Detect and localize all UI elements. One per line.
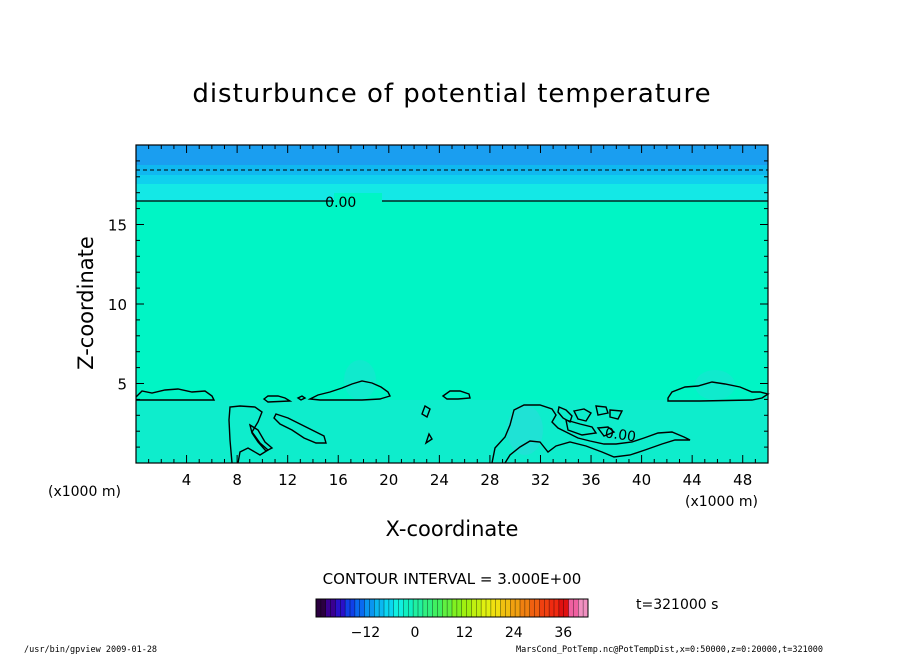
contour-line <box>273 413 327 444</box>
field-band-3 <box>136 175 768 184</box>
y-tick-label: 5 <box>117 376 127 394</box>
contour-interval-label: CONTOUR INTERVAL = 3.000E+00 <box>323 570 582 588</box>
x-tick-label: 48 <box>733 471 752 489</box>
contour-line <box>491 404 691 464</box>
x-tick-label: 28 <box>480 471 499 489</box>
contour-group <box>135 380 770 464</box>
x-tick-label: 32 <box>531 471 550 489</box>
y-axis-title: Z-coordinate <box>74 236 98 370</box>
contour-line <box>296 395 307 401</box>
x-tick-label: 4 <box>182 471 192 489</box>
colorbar-tick-label: 36 <box>554 625 572 641</box>
x-tick-label: 36 <box>581 471 600 489</box>
field-patch <box>507 405 543 455</box>
field-band-4 <box>136 184 768 201</box>
footer-right: MarsCond_PotTemp.nc@PotTempDist,x=0:5000… <box>516 645 823 654</box>
colorbar-tick-label: 24 <box>505 625 523 641</box>
x-unit-left: (x1000 m) <box>48 484 121 500</box>
contour-line <box>441 390 471 400</box>
contour-line <box>228 405 270 464</box>
field-patch <box>344 360 376 400</box>
contour-line <box>424 432 433 445</box>
contour-line <box>557 406 573 424</box>
colorbar-tick-label: 0 <box>410 625 419 641</box>
x-tick-label: 12 <box>278 471 297 489</box>
x-tick-label: 16 <box>329 471 348 489</box>
contour-line <box>667 381 770 402</box>
contour-label: 0.00 <box>325 195 356 211</box>
plot-area: 0.00 0.00 <box>135 144 770 464</box>
colorbar <box>315 598 589 618</box>
plot-frame <box>135 144 769 464</box>
field-band-top <box>136 145 768 165</box>
y-tick-label: 15 <box>108 217 127 235</box>
x-unit-right: (x1000 m) <box>685 494 758 510</box>
colorbar-ticks: −12 0 12 24 36 <box>351 625 573 641</box>
contour-line <box>596 426 616 437</box>
x-tick-label: 44 <box>683 471 702 489</box>
x-tick-label: 8 <box>232 471 242 489</box>
colorbar-tick-label: −12 <box>351 625 381 641</box>
x-tick-labels: 4 8 12 16 20 24 28 32 36 40 44 48 <box>182 471 752 489</box>
contour-line <box>609 409 624 420</box>
tick-marks <box>136 145 768 463</box>
contour-line <box>572 408 592 422</box>
footer-left: /usr/bin/gpview 2009-01-28 <box>24 645 157 654</box>
contour-line <box>135 388 216 401</box>
chart-title: disturbunce of potential temperature <box>192 79 711 109</box>
contour-line <box>565 419 598 436</box>
field-lower <box>136 400 768 463</box>
x-tick-label: 40 <box>632 471 651 489</box>
contour-line <box>595 405 609 416</box>
x-axis-title: X-coordinate <box>386 517 519 541</box>
contour-line <box>248 423 274 452</box>
y-tick-label: 10 <box>108 296 127 314</box>
colorbar-tick-label: 12 <box>455 625 473 641</box>
x-tick-label: 24 <box>430 471 449 489</box>
contour-label-bg <box>334 193 382 209</box>
colorbar-frame <box>315 598 589 618</box>
contour-label: 0.00 <box>604 425 637 445</box>
time-label: t=321000 s <box>636 597 718 613</box>
contour-line <box>421 404 431 419</box>
contour-line <box>307 380 391 401</box>
y-tick-labels: 5 10 15 <box>108 217 127 394</box>
contour-line <box>262 395 293 403</box>
field-patch <box>695 370 735 400</box>
x-tick-label: 20 <box>379 471 398 489</box>
